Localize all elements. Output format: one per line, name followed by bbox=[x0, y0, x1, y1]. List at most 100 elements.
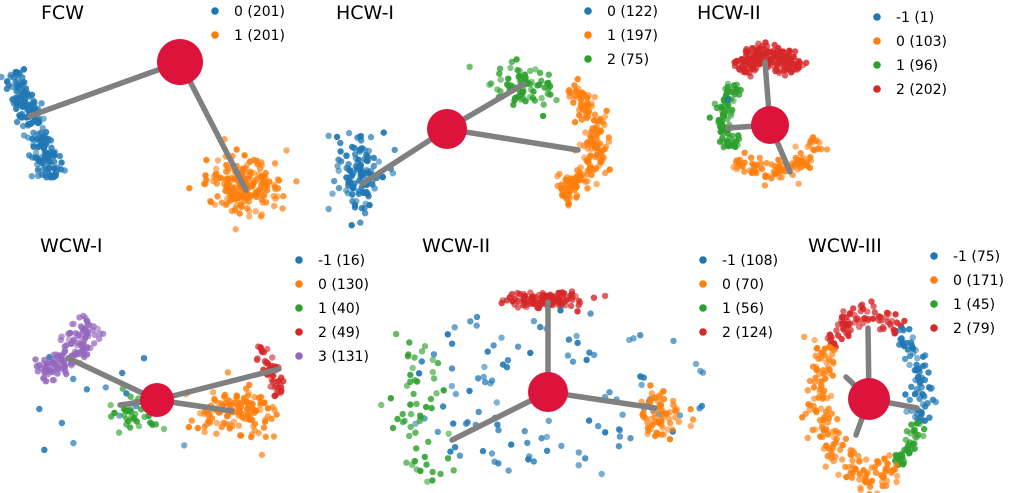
data-point bbox=[774, 45, 782, 52]
data-point bbox=[274, 185, 282, 192]
data-point bbox=[829, 358, 837, 365]
data-point bbox=[824, 452, 831, 460]
data-point bbox=[818, 145, 825, 153]
data-point bbox=[590, 351, 598, 359]
data-point bbox=[741, 149, 748, 156]
data-point bbox=[241, 415, 248, 422]
data-point bbox=[508, 58, 516, 65]
data-point bbox=[532, 66, 539, 73]
data-point bbox=[749, 45, 756, 52]
data-point bbox=[494, 421, 501, 428]
cluster-0 bbox=[730, 134, 831, 189]
legend-marker bbox=[584, 31, 592, 39]
subplot-fcw: FCW 0 (201) 1 (201) bbox=[0, 2, 300, 233]
data-point bbox=[602, 429, 609, 436]
data-point bbox=[505, 467, 512, 474]
data-point bbox=[922, 352, 929, 359]
data-point bbox=[444, 455, 452, 462]
data-point bbox=[822, 408, 830, 416]
data-point bbox=[258, 211, 266, 218]
data-point bbox=[856, 471, 863, 478]
data-point bbox=[896, 327, 903, 334]
data-point bbox=[244, 399, 251, 406]
data-point bbox=[648, 415, 655, 422]
data-point bbox=[673, 408, 680, 415]
data-point bbox=[521, 75, 529, 83]
data-point bbox=[496, 65, 504, 72]
legend-marker bbox=[295, 256, 303, 264]
data-point bbox=[427, 395, 435, 403]
data-point bbox=[565, 88, 572, 95]
data-point bbox=[38, 160, 45, 167]
data-point bbox=[568, 288, 576, 295]
data-point bbox=[567, 175, 574, 182]
data-point bbox=[843, 473, 850, 481]
data-point bbox=[345, 129, 353, 137]
data-point bbox=[12, 105, 20, 113]
legend-marker bbox=[584, 55, 592, 63]
data-point bbox=[466, 63, 473, 70]
data-point bbox=[260, 424, 268, 431]
data-point bbox=[406, 339, 413, 346]
legend-label: 0 (70) bbox=[722, 277, 764, 293]
data-point bbox=[603, 107, 610, 115]
data-point bbox=[361, 146, 368, 154]
legend-label: 0 (130) bbox=[318, 277, 369, 293]
data-point bbox=[827, 392, 835, 399]
data-point bbox=[54, 366, 61, 373]
data-point bbox=[127, 393, 134, 400]
data-point bbox=[331, 177, 338, 185]
cluster--1 bbox=[36, 354, 188, 453]
data-point bbox=[351, 151, 359, 158]
data-point bbox=[480, 373, 487, 381]
data-point bbox=[574, 339, 581, 347]
data-point bbox=[421, 343, 429, 350]
data-point bbox=[271, 392, 278, 400]
data-point bbox=[820, 416, 827, 423]
legend-label: 0 (201) bbox=[234, 4, 285, 20]
data-point bbox=[224, 181, 231, 189]
data-point bbox=[648, 390, 655, 397]
data-point bbox=[228, 191, 235, 199]
data-point bbox=[107, 401, 114, 409]
data-point bbox=[658, 390, 665, 397]
hub-node bbox=[157, 39, 203, 85]
data-point bbox=[240, 394, 248, 402]
data-point bbox=[592, 153, 599, 161]
data-point bbox=[271, 202, 278, 210]
data-point bbox=[201, 180, 208, 188]
data-point bbox=[34, 167, 42, 174]
data-point bbox=[908, 383, 915, 390]
data-point bbox=[41, 446, 48, 453]
data-point bbox=[649, 421, 656, 428]
data-point bbox=[83, 351, 91, 358]
data-point bbox=[335, 184, 343, 192]
data-point bbox=[413, 445, 420, 452]
data-point bbox=[922, 362, 929, 369]
data-point bbox=[261, 418, 269, 425]
data-point bbox=[587, 132, 594, 139]
data-point bbox=[824, 431, 832, 438]
data-point bbox=[132, 410, 139, 418]
data-point bbox=[808, 136, 815, 144]
data-point bbox=[466, 387, 473, 395]
data-point bbox=[80, 340, 87, 347]
data-point bbox=[911, 413, 919, 421]
data-point bbox=[407, 410, 415, 418]
data-point bbox=[481, 363, 488, 371]
data-point bbox=[498, 299, 505, 307]
data-point bbox=[407, 371, 414, 379]
data-point bbox=[404, 353, 412, 360]
data-point bbox=[410, 390, 417, 398]
data-point bbox=[855, 458, 863, 465]
data-point bbox=[451, 444, 459, 451]
legend-marker bbox=[699, 328, 707, 336]
data-point bbox=[416, 412, 424, 419]
data-point bbox=[670, 337, 677, 345]
data-point bbox=[584, 158, 591, 165]
data-point bbox=[870, 315, 877, 322]
legend-label: -1 (75) bbox=[953, 249, 1000, 265]
data-point bbox=[399, 418, 407, 426]
data-point bbox=[258, 159, 265, 166]
data-point bbox=[899, 461, 907, 468]
